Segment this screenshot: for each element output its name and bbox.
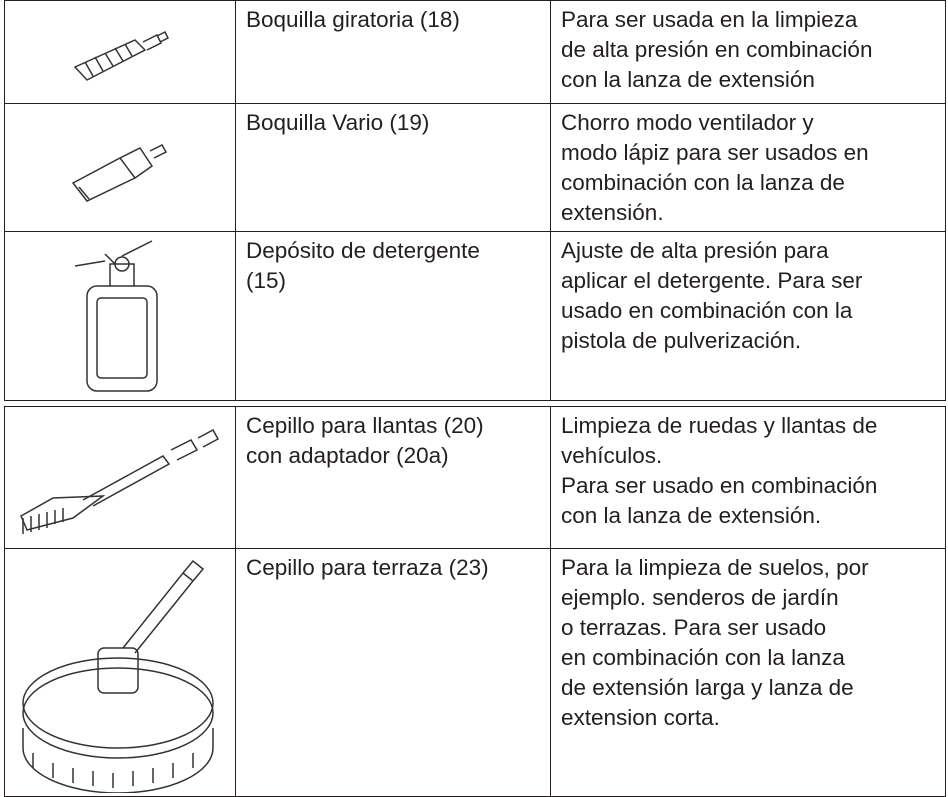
nozzle-icon bbox=[73, 30, 170, 81]
name-cell: Boquilla Vario (19) bbox=[235, 104, 550, 231]
description-line: Ajuste de alta presión para bbox=[561, 238, 829, 263]
description-line: de alta presión en combinación bbox=[561, 37, 873, 62]
table-row: Cepillo para llantas (20) con adaptador (… bbox=[4, 407, 946, 549]
table: Cepillo para llantas (20) con adaptador (… bbox=[4, 406, 946, 797]
description-line: Para la limpieza de suelos, por bbox=[561, 555, 869, 580]
image-cell bbox=[4, 232, 235, 400]
description-line: Para ser usada en la limpieza bbox=[561, 7, 858, 32]
table-row: Cepillo para terraza (23) Para la limpiez… bbox=[4, 549, 946, 797]
name-line: Depósito de detergente bbox=[246, 238, 480, 263]
description-cell: Para la limpieza de suelos, por ejemplo. … bbox=[550, 549, 946, 796]
description-line: Para ser usado en combinación bbox=[561, 473, 878, 498]
image-cell bbox=[4, 104, 235, 231]
description-cell: Limpieza de ruedas y llantas de vehículos… bbox=[550, 407, 946, 548]
table-row: Boquilla giratoria (18) Para ser usada en… bbox=[4, 1, 946, 104]
name-line: (15) bbox=[246, 268, 287, 293]
name-cell: Depósito de detergente (15) bbox=[235, 232, 550, 400]
name-line: Cepillo para terraza (23) bbox=[246, 555, 489, 580]
name-line: Boquilla Vario (19) bbox=[246, 110, 430, 135]
description-line: Chorro modo ventilador y bbox=[561, 110, 814, 135]
description-cell: Ajuste de alta presión para aplicar el de… bbox=[550, 232, 946, 400]
image-cell bbox=[4, 407, 235, 548]
vario-nozzle-icon bbox=[71, 143, 168, 202]
detergent-tank-icon bbox=[74, 240, 158, 392]
description-cell: Chorro modo ventilador y modo lápiz para … bbox=[550, 104, 946, 231]
description-line: Limpieza de ruedas y llantas de bbox=[561, 413, 878, 438]
wheel-brush-icon bbox=[19, 428, 219, 534]
description-line: vehículos. bbox=[561, 443, 663, 468]
description-line: aplicar el detergente. Para ser bbox=[561, 268, 863, 293]
description-cell: Para ser usada en la limpieza de alta pre… bbox=[550, 1, 946, 103]
description-line: pistola de pulverización. bbox=[561, 328, 802, 353]
description-line: ejemplo. senderos de jardín bbox=[561, 585, 839, 610]
name-cell: Cepillo para terraza (23) bbox=[235, 549, 550, 796]
description-line: extensión. bbox=[561, 200, 664, 225]
description-line: con la lanza de extensión bbox=[561, 67, 815, 92]
image-cell bbox=[4, 549, 235, 796]
image-cell bbox=[4, 1, 235, 103]
description-line: o terrazas. Para ser usado bbox=[561, 615, 827, 640]
table: Boquilla giratoria (18) Para ser usada en… bbox=[4, 0, 946, 401]
name-cell: Cepillo para llantas (20) con adaptador (… bbox=[235, 407, 550, 548]
name-line: Boquilla giratoria (18) bbox=[246, 7, 460, 32]
table-row: Boquilla Vario (19) Chorro modo ventilado… bbox=[4, 104, 946, 232]
table-row: Depósito de detergente (15) Ajuste de alta… bbox=[4, 232, 946, 401]
name-line: Cepillo para llantas (20) bbox=[246, 413, 484, 438]
name-cell: Boquilla giratoria (18) bbox=[235, 1, 550, 103]
terrace-brush-icon bbox=[21, 559, 214, 793]
description-line: modo lápiz para ser usados en bbox=[561, 140, 869, 165]
description-line: combinación con la lanza de bbox=[561, 170, 845, 195]
description-line: con la lanza de extensión. bbox=[561, 503, 822, 528]
description-line: de extensión larga y lanza de bbox=[561, 675, 854, 700]
name-line: con adaptador (20a) bbox=[246, 443, 449, 468]
description-line: extension corta. bbox=[561, 705, 720, 730]
description-line: en combinación con la lanza bbox=[561, 645, 845, 670]
description-line: usado en combinación con la bbox=[561, 298, 853, 323]
